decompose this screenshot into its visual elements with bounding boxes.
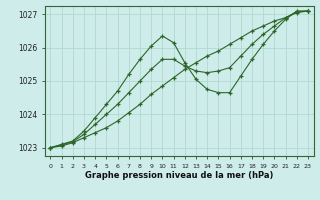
X-axis label: Graphe pression niveau de la mer (hPa): Graphe pression niveau de la mer (hPa) (85, 171, 273, 180)
